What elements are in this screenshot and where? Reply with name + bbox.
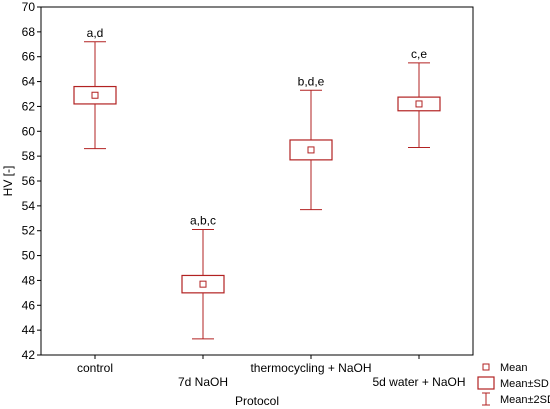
y-tick-label: 70: [22, 0, 36, 14]
axes: 42 44 46 48 50 52 54 56 58 60 62 64 66 68 70: [22, 0, 474, 362]
mean-marker: [415, 100, 423, 108]
significance-annotation: b,d,e: [298, 74, 325, 88]
y-tick-label: 46: [22, 298, 36, 312]
x-axis-title: Protocol: [235, 394, 279, 408]
x-tick-label: 5d water + NaOH: [372, 375, 465, 389]
legend-label: Mean±2SD: [500, 394, 550, 406]
legend-mean-marker: [482, 363, 490, 371]
y-tick-label: 44: [22, 323, 36, 337]
y-tick-label: 48: [22, 273, 36, 287]
mean-marker: [307, 146, 315, 154]
box-group-3: [289, 89, 333, 211]
mean-marker: [91, 91, 99, 99]
x-tick-label: 7d NaOH: [178, 375, 228, 389]
significance-annotation: a,d: [87, 26, 104, 40]
y-tick-label: 58: [22, 149, 36, 163]
plot-frame: [40, 6, 474, 356]
y-tick-label: 68: [22, 25, 36, 39]
x-tick-label: control: [77, 361, 113, 375]
box-group-1: [73, 41, 117, 150]
legend: Mean Mean±SD Mean±2SD: [477, 362, 550, 406]
y-tick-label: 54: [22, 199, 36, 213]
y-axis-title: HV [-]: [1, 166, 15, 197]
significance-annotation: a,b,c: [190, 213, 216, 227]
y-tick-label: 42: [22, 348, 36, 362]
box-group-4: [397, 62, 441, 148]
y-tick-label: 60: [22, 124, 36, 138]
x-tick-label: thermocycling + NaOH: [250, 361, 371, 375]
box-group-2: [181, 228, 225, 340]
y-tick-label: 50: [22, 249, 36, 263]
y-tick-label: 52: [22, 224, 36, 238]
boxes: [73, 41, 441, 340]
mean-marker: [199, 280, 207, 288]
labels: a,d a,b,c b,d,e c,e control 7d NaOH thermocycl…: [77, 26, 466, 389]
significance-annotation: c,e: [411, 47, 427, 61]
legend-label: Mean±SD: [500, 378, 549, 390]
y-tick-label: 56: [22, 174, 36, 188]
y-tick-label: 66: [22, 50, 36, 64]
legend-label: Mean: [500, 362, 528, 374]
y-tick-label: 64: [22, 75, 36, 89]
y-tick-label: 62: [22, 99, 36, 113]
legend-sd-box: [477, 376, 495, 390]
